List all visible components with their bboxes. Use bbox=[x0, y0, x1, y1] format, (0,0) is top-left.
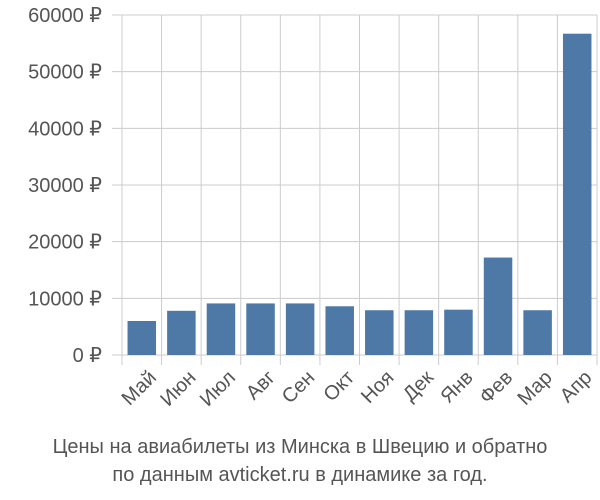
y-tick-label: 30000 ₽ bbox=[28, 175, 102, 197]
bar-10 bbox=[483, 257, 513, 355]
bar-7 bbox=[365, 310, 394, 355]
y-tick-label: 50000 ₽ bbox=[28, 62, 102, 84]
y-tick-label: 20000 ₽ bbox=[28, 232, 102, 254]
bar-11 bbox=[523, 310, 552, 355]
x-tick-label: Июл bbox=[196, 367, 240, 411]
bar-2 bbox=[167, 310, 196, 355]
x-tick-label: Дек bbox=[399, 366, 438, 405]
bar-9 bbox=[444, 309, 473, 355]
y-tick-label: 60000 ₽ bbox=[28, 5, 102, 27]
bar-1 bbox=[127, 321, 157, 355]
x-tick-label: Авг bbox=[242, 367, 280, 405]
x-tick-label: Май bbox=[118, 367, 161, 410]
y-tick-label: 40000 ₽ bbox=[28, 118, 102, 140]
chart-caption-line-2: по данным avticket.ru в динамике за год. bbox=[112, 464, 488, 486]
x-tick-label: Апр bbox=[556, 367, 597, 408]
bar-12 bbox=[562, 33, 592, 355]
gridlines bbox=[112, 14, 598, 365]
bar-5 bbox=[285, 303, 315, 355]
x-tick-label: Мар bbox=[514, 367, 557, 410]
bar-6 bbox=[325, 306, 354, 355]
x-tick-label: Ноя bbox=[357, 367, 398, 408]
x-tick-label: Сен bbox=[278, 367, 319, 408]
bar-chart: 0 ₽ 10000 ₽ 20000 ₽ 30000 ₽ 40000 ₽ 50000 ₽ 60… bbox=[28, 5, 598, 411]
bar-4 bbox=[246, 303, 275, 355]
x-tick-label: Янв bbox=[437, 367, 478, 408]
x-tick-label: Июн bbox=[156, 367, 200, 411]
bar-8 bbox=[404, 310, 434, 355]
bars bbox=[127, 33, 592, 355]
chart-caption-line-1: Цены на авиабилеты из Минска в Швецию и … bbox=[52, 436, 548, 458]
y-tick-label: 0 ₽ bbox=[73, 345, 103, 367]
x-tick-label: Фев bbox=[476, 367, 518, 409]
x-tick-label: Окт bbox=[319, 367, 358, 406]
y-tick-label: 10000 ₽ bbox=[28, 288, 102, 310]
y-axis-ticks: 0 ₽ 10000 ₽ 20000 ₽ 30000 ₽ 40000 ₽ 50000 ₽ 60… bbox=[28, 5, 102, 367]
bar-3 bbox=[206, 303, 236, 355]
